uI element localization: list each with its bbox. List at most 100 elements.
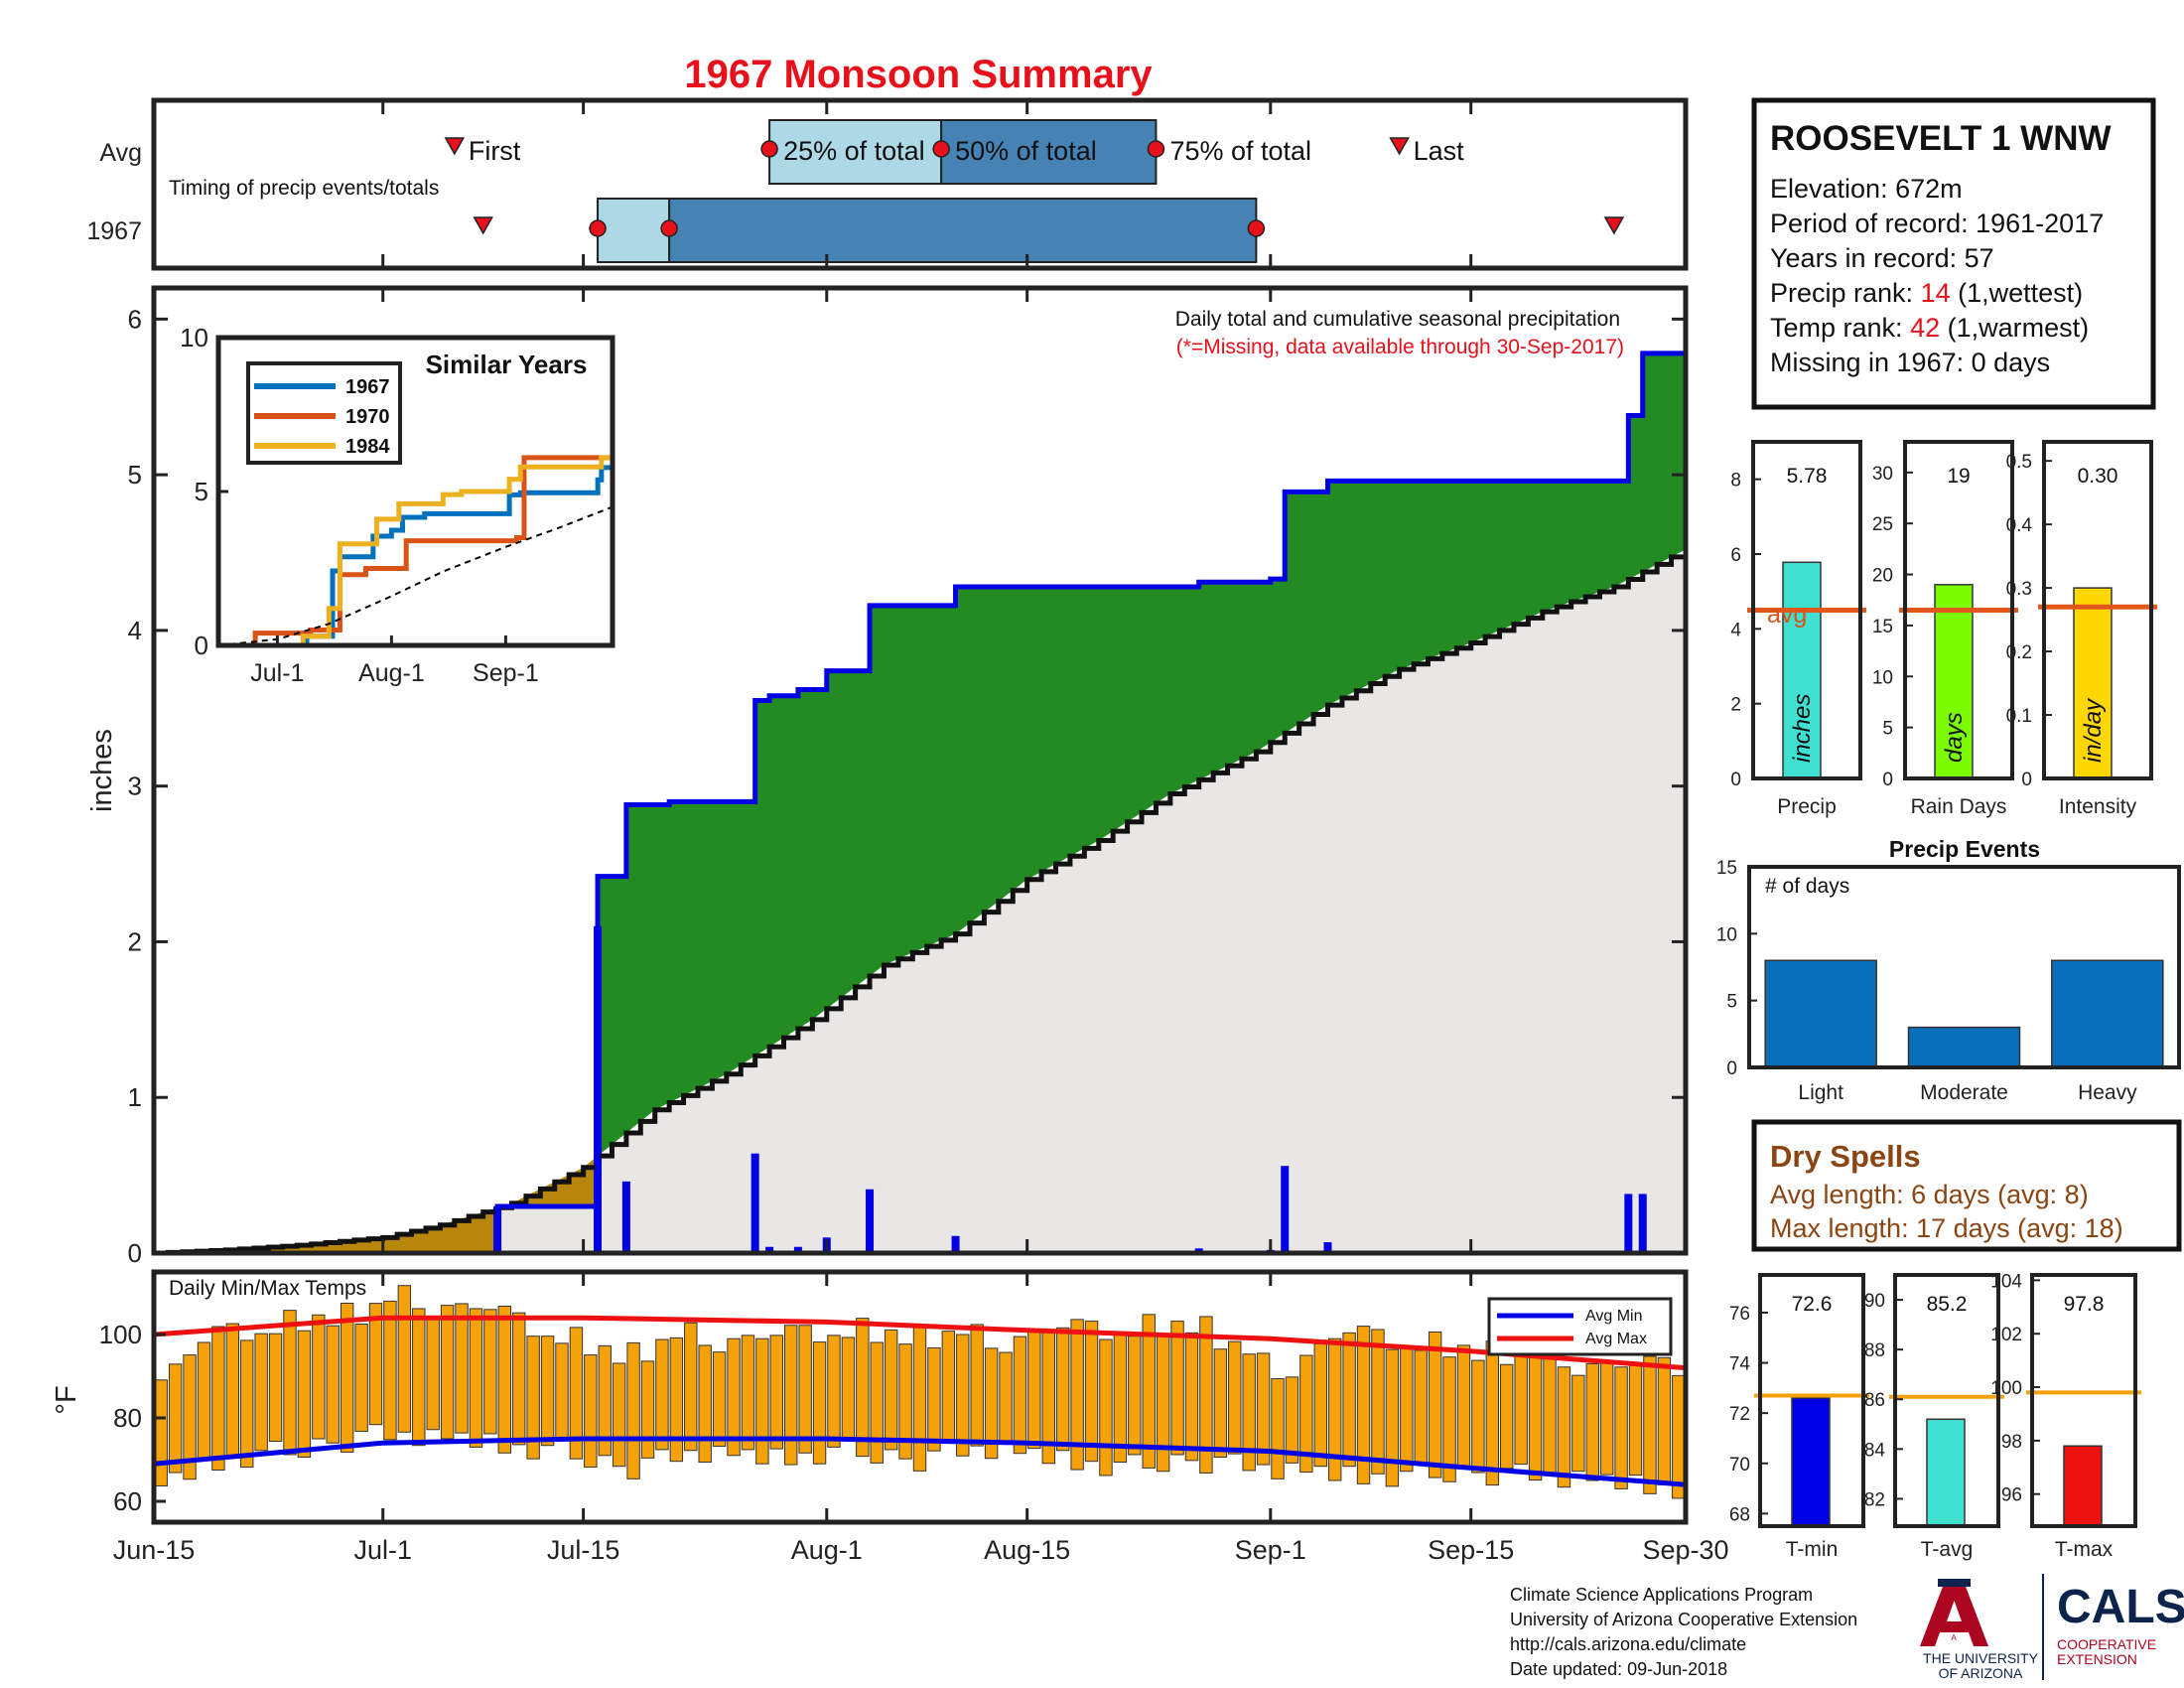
temperature-summary-panels: 68 70 72 74 76 72.6 T-min 82 84 86 88 90 85.2 T-avg 96… — [1729, 1271, 2141, 1561]
events-y-tick-label: 15 — [1716, 858, 1737, 879]
timing-triangle-last — [1389, 137, 1410, 156]
inset-y-tick-label: 10 — [180, 323, 208, 352]
daily-temp-bar — [1128, 1336, 1142, 1456]
daily-precip-bar — [1638, 1194, 1647, 1253]
daily-precip-bar — [1624, 1194, 1633, 1253]
daily-temp-bar — [383, 1300, 397, 1441]
inset-x-tick-label: Sep-1 — [473, 659, 539, 687]
timing-box-50-75 — [668, 198, 1258, 263]
temp-legend-box — [1487, 1297, 1673, 1356]
stat-unit-precip: inches — [1789, 694, 1816, 763]
tsum-y-tick-label: 96 — [2001, 1485, 2022, 1506]
timing-marker-p50 — [932, 140, 950, 158]
daily-temp-bar — [1228, 1340, 1242, 1455]
inset-frame — [215, 335, 615, 648]
stat-y-tick-label: 2 — [1730, 695, 1741, 716]
stat-y-tick-label: 0.4 — [2006, 515, 2033, 536]
timing-marker-p25 — [760, 140, 778, 158]
daily-temp-bar — [268, 1333, 283, 1443]
temp-y-label: °F — [51, 1385, 82, 1414]
timing-p75-label: 75% of total — [1169, 136, 1311, 166]
daily-temp-bar — [1070, 1319, 1084, 1471]
daily-temp-bar — [1170, 1321, 1184, 1456]
tsum-y-tick-label: 90 — [1864, 1291, 1885, 1312]
events-category-label: Heavy — [2078, 1081, 2137, 1104]
daily-temp-bar — [1643, 1355, 1657, 1494]
tsum-label-tmax: T-max — [2055, 1538, 2114, 1561]
station-years: Years in record: 57 — [1770, 243, 1994, 273]
tsum-y-tick-label: 102 — [1990, 1325, 2022, 1345]
dry-spells-box: Dry Spells Avg length: 6 days (avg: 8) M… — [1751, 1119, 2182, 1252]
daily-temp-bar — [812, 1341, 827, 1465]
tsum-bar-tmin — [1791, 1397, 1831, 1527]
tsum-y-tick-label: 84 — [1864, 1440, 1886, 1461]
date-tick-label: Sep-1 — [1235, 1535, 1306, 1565]
daily-temp-bar — [1156, 1336, 1170, 1473]
daily-temp-bar — [1313, 1342, 1327, 1468]
cals-logo-text: CALS — [2057, 1581, 2184, 1633]
tsum-label-tmin: T-min — [1786, 1538, 1839, 1561]
timing-avg-label: Avg — [99, 139, 142, 167]
tsum-y-tick-label: 100 — [1990, 1378, 2022, 1399]
average-cumulative-line — [154, 549, 1686, 1253]
stat-label-intensity: Intensity — [2059, 795, 2137, 818]
timing-p50-label: 50% of total — [955, 136, 1097, 166]
stat-y-tick-label: 15 — [1872, 617, 1893, 637]
ua-logo-letter: A — [1951, 1633, 1957, 1642]
university-of-arizona-logo: A THE UNIVERSITY OF ARIZONA CALS COOPERA… — [1920, 1574, 2184, 1681]
inset-line-1984 — [218, 389, 615, 648]
timing-box-25-50 — [768, 119, 943, 185]
tsum-frame — [1758, 1273, 1865, 1528]
tsum-bar-tavg — [1926, 1418, 1966, 1527]
stat-y-tick-label: 0.2 — [2006, 642, 2032, 663]
station-info-box: ROOSEVELT 1 WNW Elevation: 672m Period o… — [1751, 97, 2156, 410]
dry-spells-max: Max length: 17 days (avg: 18) — [1770, 1213, 2123, 1243]
cals-logo-sub-1: COOPERATIVE — [2057, 1636, 2156, 1652]
daily-temp-bar — [368, 1303, 383, 1426]
stat-frame — [2042, 440, 2153, 780]
date-axis: Jun-15 Jul-1 Jul-15 Aug-1 Aug-15 Sep-1 Sep-15 S… — [113, 100, 1729, 1565]
daily-temp-bar — [254, 1333, 268, 1452]
daily-temp-bar — [469, 1308, 483, 1448]
stat-y-tick-label: 0 — [1730, 770, 1741, 790]
inset-legend-label-1984: 1984 — [345, 436, 390, 458]
precip-rank-label: Precip rank: — [1770, 278, 1921, 308]
daily-temp-bar — [856, 1318, 870, 1458]
main-series-layer — [154, 351, 1686, 1253]
daily-temp-bar — [426, 1316, 440, 1431]
footer-line-1: Climate Science Applications Program — [1510, 1585, 1813, 1605]
daily-temp-bar — [956, 1334, 970, 1457]
inset-line-1967 — [218, 465, 613, 648]
timing-marker-p25 — [589, 219, 607, 237]
daily-temp-bar — [1271, 1378, 1285, 1479]
daily-precip-bar — [793, 1246, 802, 1253]
date-tick-label: Jun-15 — [113, 1535, 196, 1565]
daily-temp-bar — [755, 1337, 769, 1465]
events-category-label: Moderate — [1920, 1081, 2008, 1104]
timing-triangle-last — [1603, 216, 1625, 235]
daily-temp-bar — [1184, 1332, 1199, 1462]
stat-frame — [1751, 440, 1862, 780]
main-y-tick-label: 0 — [128, 1238, 142, 1268]
daily-temp-bar — [312, 1314, 326, 1440]
main-frame — [151, 285, 1689, 1256]
timing-box-50-75 — [940, 119, 1158, 185]
cumulative-1967-line — [154, 351, 1686, 1253]
daily-temp-bar — [340, 1303, 354, 1453]
daily-temp-bar — [197, 1341, 211, 1460]
daily-temp-bar — [1557, 1366, 1571, 1488]
stat-frame — [1903, 440, 2014, 780]
dry-spells-avg: Avg length: 6 days (avg: 8) — [1770, 1180, 2089, 1209]
daily-temp-bar — [769, 1335, 784, 1450]
ua-logo-text-1: THE UNIVERSITY — [1923, 1650, 2039, 1666]
daily-temp-bar — [555, 1342, 569, 1442]
season-stats-panels: inches 0 2 4 6 8 5.78 Precip days 0 5 10 15 20 25 30 19 R… — [1730, 440, 2157, 818]
footer-line-3: http://cals.arizona.edu/climate — [1510, 1634, 1746, 1654]
daily-temp-bar — [183, 1354, 197, 1480]
events-bar-heavy — [2051, 959, 2164, 1068]
daily-temp-bar — [612, 1362, 626, 1468]
main-y-tick-label: 5 — [128, 460, 142, 490]
daily-temp-bar — [354, 1324, 368, 1432]
